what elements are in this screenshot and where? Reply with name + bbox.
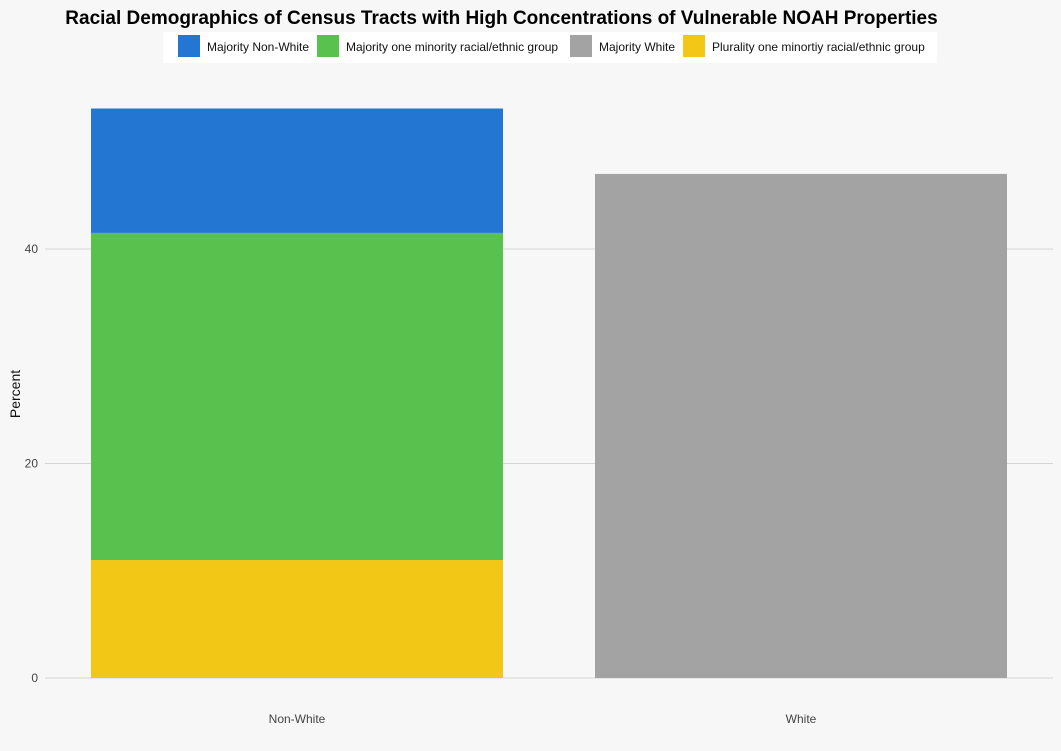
bar-segment-white-majority-white [595, 173, 1007, 679]
x-axis-ticks: Non-White White [269, 712, 817, 726]
y-tick-label: 20 [25, 457, 39, 471]
y-tick-label: 40 [25, 242, 39, 256]
legend-label: Plurality one minortiy racial/ethnic gro… [712, 40, 925, 54]
legend-swatch [178, 35, 200, 57]
legend-label: Majority White [599, 40, 676, 54]
y-axis-ticks: 0 20 40 [25, 242, 39, 685]
legend-label: Majority one minority racial/ethnic grou… [346, 40, 559, 54]
y-tick-label: 0 [31, 671, 38, 685]
bar-segment-non-white-plurality-one-minortiy-racial-ethnic-group [91, 560, 503, 678]
chart-title: Racial Demographics of Census Tracts wit… [65, 8, 938, 29]
x-tick-label: White [786, 712, 817, 726]
legend-label: Majority Non-White [207, 40, 310, 54]
bars [91, 108, 1007, 679]
bar-segment-non-white-majority-one-minority-racial-ethnic-group [91, 232, 503, 561]
legend: Majority Non-White Majority one minority… [163, 32, 937, 63]
x-tick-label: Non-White [269, 712, 326, 726]
legend-swatch [683, 35, 705, 57]
bar-segment-non-white-majority-non-white [91, 108, 503, 233]
legend-swatch [317, 35, 339, 57]
legend-swatch [570, 35, 592, 57]
